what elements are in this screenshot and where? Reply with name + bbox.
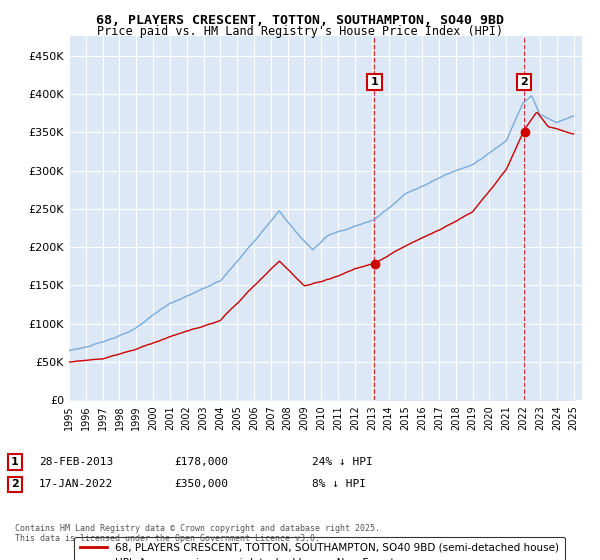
Text: 17-JAN-2022: 17-JAN-2022 xyxy=(39,479,113,489)
Text: Contains HM Land Registry data © Crown copyright and database right 2025.
This d: Contains HM Land Registry data © Crown c… xyxy=(15,524,380,543)
Text: 8% ↓ HPI: 8% ↓ HPI xyxy=(312,479,366,489)
Text: £178,000: £178,000 xyxy=(174,457,228,467)
Text: £350,000: £350,000 xyxy=(174,479,228,489)
Text: 2: 2 xyxy=(11,479,19,489)
Legend: 68, PLAYERS CRESCENT, TOTTON, SOUTHAMPTON, SO40 9BD (semi-detached house), HPI: : 68, PLAYERS CRESCENT, TOTTON, SOUTHAMPTO… xyxy=(74,536,565,560)
Text: 1: 1 xyxy=(371,77,379,87)
Text: 68, PLAYERS CRESCENT, TOTTON, SOUTHAMPTON, SO40 9BD: 68, PLAYERS CRESCENT, TOTTON, SOUTHAMPTO… xyxy=(96,14,504,27)
Text: 28-FEB-2013: 28-FEB-2013 xyxy=(39,457,113,467)
Text: 2: 2 xyxy=(520,77,528,87)
Text: 24% ↓ HPI: 24% ↓ HPI xyxy=(312,457,373,467)
Text: Price paid vs. HM Land Registry's House Price Index (HPI): Price paid vs. HM Land Registry's House … xyxy=(97,25,503,38)
Text: 1: 1 xyxy=(11,457,19,467)
